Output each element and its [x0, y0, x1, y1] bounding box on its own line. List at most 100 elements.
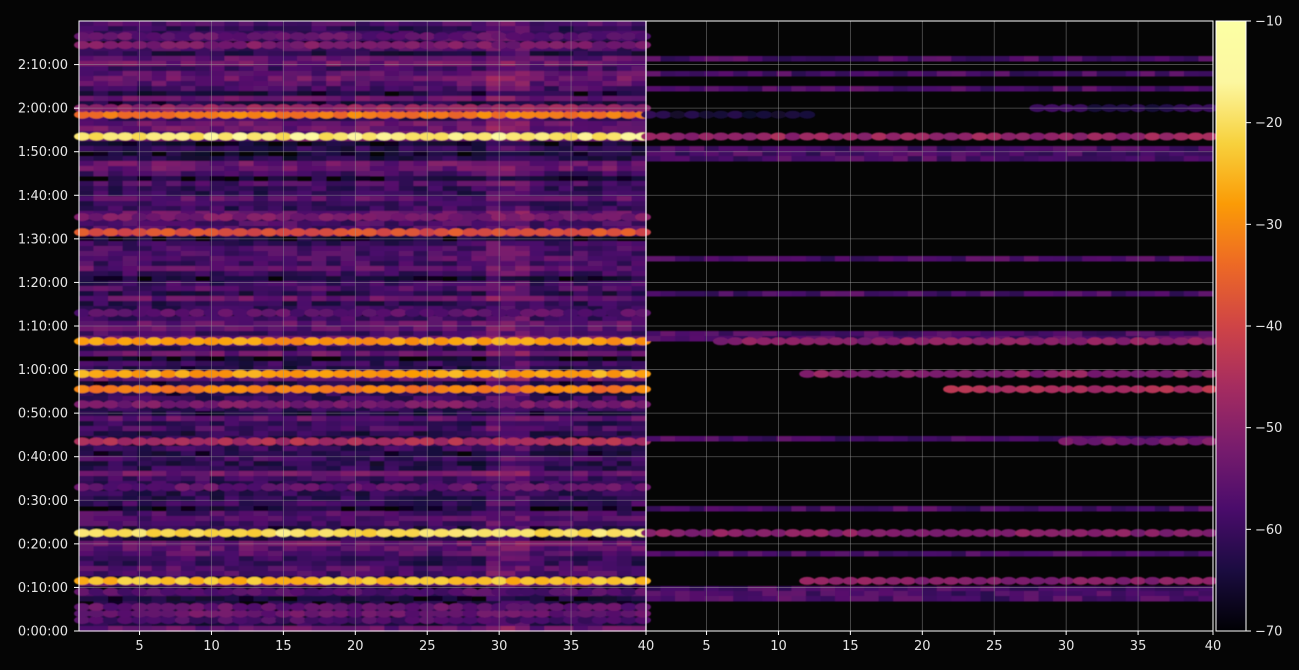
heatmap-cell [282, 336, 298, 342]
heatmap-cell [457, 121, 472, 127]
heatmap-cell [471, 126, 487, 132]
heatmap-cell [442, 131, 458, 137]
heatmap-cell [209, 26, 225, 32]
heatmap-cell [282, 261, 298, 267]
heatmap-cell [457, 316, 472, 322]
heatmap-cell [413, 546, 429, 552]
heatmap-cell [137, 221, 153, 227]
heatmap-cell [326, 76, 342, 82]
heatmap-cell [486, 621, 502, 627]
heatmap-cell [471, 251, 487, 257]
heatmap-cell [413, 251, 429, 257]
heatmap-cell [253, 436, 269, 442]
heatmap-cell [587, 186, 603, 192]
heatmap-cell [384, 551, 400, 557]
heatmap-cell [616, 476, 632, 482]
heatmap-cell [369, 416, 385, 422]
heatmap-cell [427, 86, 443, 92]
heatmap-cell [326, 536, 342, 542]
heatmap-cell [384, 266, 400, 272]
heatmap-cell [93, 141, 109, 147]
heatmap-cell [631, 61, 647, 67]
heatmap-cell [602, 226, 618, 232]
heatmap-cell [544, 156, 560, 162]
heatmap-cell [457, 561, 472, 567]
heatmap-cell [268, 91, 283, 97]
heatmap-cell [427, 446, 443, 452]
heatmap-cell [631, 276, 647, 282]
heatmap-cell [326, 66, 342, 72]
heatmap-cell [442, 196, 458, 202]
heatmap-cell [355, 551, 371, 557]
heatmap-cell [558, 296, 574, 302]
heatmap-cell [122, 461, 138, 467]
heatmap-cell [311, 361, 327, 367]
heatmap-cell [457, 206, 472, 212]
heatmap-cell [209, 261, 225, 267]
heatmap-cell [384, 451, 400, 457]
heatmap-cell [602, 176, 618, 182]
heatmap-cell [544, 246, 560, 252]
heatmap-cell [413, 281, 429, 287]
heatmap-mark [318, 616, 335, 625]
heatmap-cell [209, 291, 225, 297]
heatmap-cell [79, 496, 94, 502]
heatmap-cell [544, 241, 560, 247]
heatmap-cell [602, 241, 618, 247]
heatmap-cell [529, 601, 545, 607]
heatmap-cell [602, 516, 618, 522]
heatmap-cell [224, 491, 240, 497]
heatmap-cell [282, 361, 298, 367]
heatmap-cell [369, 566, 385, 572]
heatmap-cell [573, 431, 589, 437]
heatmap-cell [573, 221, 589, 227]
heatmap-cell [587, 421, 603, 427]
heatmap-cell [602, 91, 618, 97]
heatmap-cell [340, 341, 356, 347]
heatmap-cell [384, 441, 400, 447]
heatmap-cell [413, 241, 429, 247]
heatmap-cell [427, 521, 443, 527]
heatmap-cell [122, 561, 138, 567]
heatmap-cell [369, 286, 385, 292]
heatmap-cell [398, 501, 414, 507]
heatmap-cell [209, 346, 225, 352]
heatmap-cell [122, 21, 138, 27]
heatmap-cell [544, 126, 560, 132]
heatmap-cell [79, 206, 94, 212]
heatmap-cell [529, 476, 545, 482]
heatmap-cell [137, 621, 153, 627]
heatmap-cell [253, 241, 269, 247]
heatmap-cell [631, 446, 647, 452]
heatmap-cell [122, 286, 138, 292]
heatmap-cell [355, 36, 371, 42]
heatmap-cell [544, 276, 560, 282]
heatmap-cell [297, 481, 313, 487]
heatmap-cell [486, 476, 502, 482]
heatmap-mark [519, 437, 536, 446]
heatmap-cell [166, 116, 182, 122]
heatmap-cell [253, 446, 269, 452]
heatmap-cell [209, 411, 225, 417]
heatmap-cell [427, 571, 443, 577]
heatmap-cell [457, 391, 472, 397]
heatmap-cell [544, 201, 560, 207]
heatmap-cell [253, 151, 269, 157]
heatmap-cell [311, 81, 327, 87]
heatmap-cell [297, 441, 313, 447]
heatmap-cell [413, 621, 429, 627]
heatmap-cell [500, 376, 516, 382]
heatmap-cell [500, 46, 516, 52]
heatmap-cell [398, 511, 414, 517]
heatmap-cell [529, 456, 545, 462]
heatmap-cell [297, 86, 313, 92]
heatmap-mark [577, 609, 594, 618]
heatmap-cell [384, 221, 400, 227]
heatmap-cell [587, 456, 603, 462]
heatmap-mark [246, 576, 263, 585]
heatmap-mark [217, 587, 234, 596]
heatmap-cell [238, 491, 254, 497]
heatmap-cell [108, 511, 124, 517]
heatmap-cell [253, 286, 269, 292]
heatmap-cell [631, 81, 647, 87]
